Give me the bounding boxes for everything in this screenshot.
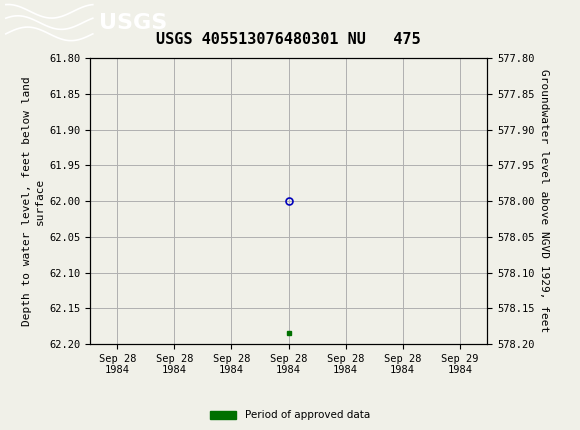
Legend: Period of approved data: Period of approved data bbox=[210, 411, 370, 421]
Y-axis label: Groundwater level above NGVD 1929, feet: Groundwater level above NGVD 1929, feet bbox=[539, 69, 549, 333]
Y-axis label: Depth to water level, feet below land
surface: Depth to water level, feet below land su… bbox=[23, 76, 45, 326]
Title: USGS 405513076480301 NU   475: USGS 405513076480301 NU 475 bbox=[156, 32, 421, 47]
Text: USGS: USGS bbox=[99, 12, 167, 33]
